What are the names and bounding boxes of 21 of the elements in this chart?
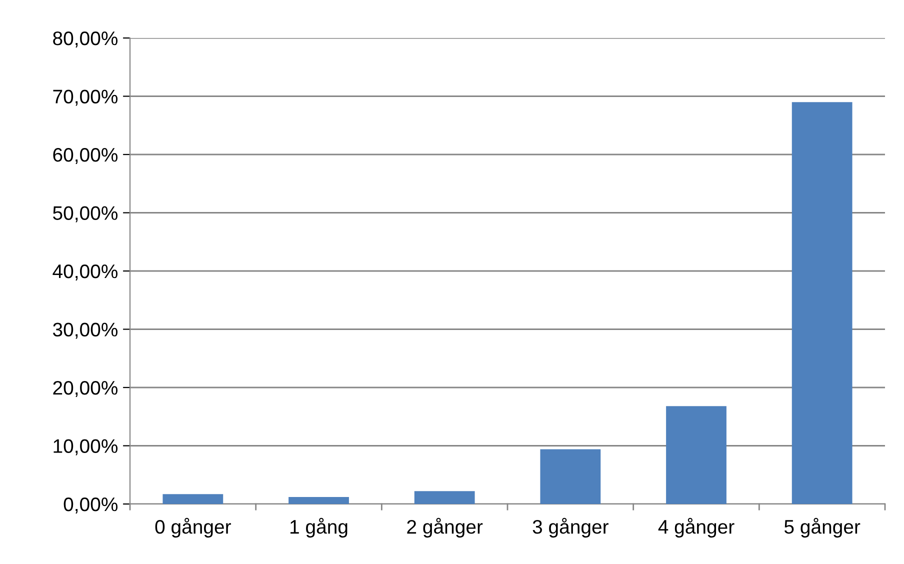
y-tick-label: 80,00% [53,31,118,48]
x-tick-label: 3 gånger [532,518,608,538]
x-tick-label: 1 gång [290,518,348,538]
y-tick-label: 30,00% [52,322,118,339]
y-tick-label: 60,00% [53,148,118,164]
x-tick-label: 5 gånger [784,518,860,538]
y-tick-label: 40,00% [52,264,118,281]
y-tick-label: 0,00% [64,497,118,514]
y-tick-label: 20,00% [53,380,118,398]
bar [792,102,852,504]
x-tick-label: 2 gånger [407,518,483,538]
y-tick-label: 50,00% [53,206,118,222]
bar [162,494,224,504]
bar [666,406,726,504]
y-tick-label: 70,00% [53,90,118,106]
x-tick-label: 4 gånger [658,518,734,538]
bar [540,449,601,504]
y-tick-label: 10,00% [54,439,118,456]
x-tick-label: 0 gånger [155,518,231,538]
bar [288,497,349,504]
bar [414,491,475,504]
